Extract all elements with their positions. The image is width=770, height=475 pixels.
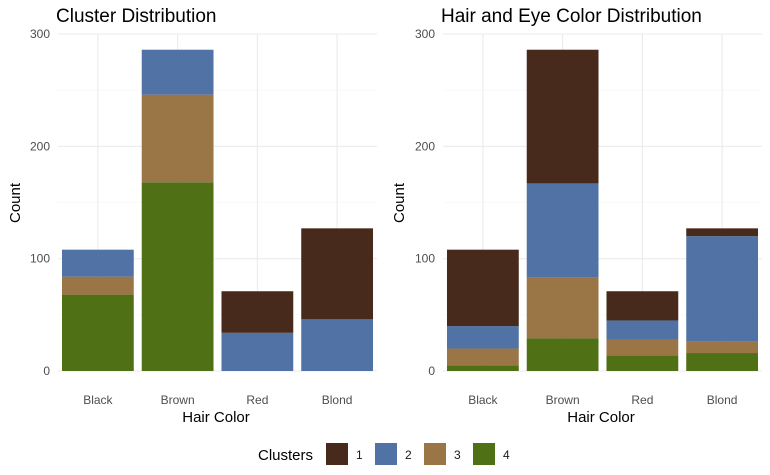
- y-tick-label: 200: [415, 139, 435, 153]
- bar-segment-cluster-2: [301, 319, 374, 371]
- y-tick-label: 0: [43, 364, 50, 378]
- x-axis-label: Hair Color: [567, 409, 635, 426]
- bar-segment-cluster-2: [61, 249, 134, 277]
- bar-segment-cluster-1: [221, 291, 294, 333]
- x-tick-label: Black: [83, 393, 113, 407]
- cluster-distribution-panel: Cluster Distribution Count Hair Color 0 1…: [7, 6, 377, 426]
- y-tick-label: 100: [415, 252, 435, 266]
- legend-title: Clusters: [258, 447, 313, 464]
- legend-swatch: [424, 443, 446, 465]
- y-tick-label: 300: [415, 27, 435, 41]
- bar-segment-cluster-4: [686, 353, 759, 371]
- bar-segment-cluster-2: [141, 49, 214, 95]
- legend: Clusters 1 2 3 4: [258, 443, 510, 465]
- x-tick-label: Red: [631, 393, 653, 407]
- y-tick-label: 100: [30, 252, 50, 266]
- legend-swatch: [473, 443, 495, 465]
- x-tick-label: Blond: [322, 393, 353, 407]
- y-axis: 0 100 200 300: [415, 27, 435, 378]
- legend-label: 4: [503, 448, 510, 462]
- bar-segment-cluster-3: [606, 339, 679, 356]
- bar-segment-cluster-2: [686, 236, 759, 342]
- bar-segment-cluster-1: [446, 249, 519, 327]
- x-axis-label: Hair Color: [182, 409, 250, 426]
- x-axis: Black Brown Red Blond: [83, 393, 352, 407]
- bar-segment-cluster-3: [61, 276, 134, 295]
- bar-segment-cluster-2: [446, 326, 519, 349]
- bar-segment-cluster-1: [301, 228, 374, 320]
- x-tick-label: Blond: [707, 393, 738, 407]
- x-tick-label: Brown: [161, 393, 195, 407]
- x-tick-label: Brown: [546, 393, 580, 407]
- bar-segment-cluster-1: [606, 291, 679, 321]
- bar-segment-cluster-2: [526, 183, 599, 278]
- bar-segment-cluster-1: [686, 228, 759, 237]
- bar-segment-cluster-4: [446, 365, 519, 371]
- y-tick-label: 0: [428, 364, 435, 378]
- chart-title: Hair and Eye Color Distribution: [441, 6, 702, 27]
- y-axis: 0 100 200 300: [30, 27, 50, 378]
- bar-group: [61, 49, 374, 371]
- hair-eye-distribution-panel: Hair and Eye Color Distribution Count Ha…: [391, 6, 762, 426]
- x-tick-label: Black: [468, 393, 498, 407]
- legend-label: 1: [356, 448, 363, 462]
- bar-segment-cluster-2: [221, 332, 294, 371]
- bar-segment-cluster-3: [141, 94, 214, 183]
- legend-label: 2: [405, 448, 412, 462]
- chart-title: Cluster Distribution: [56, 6, 217, 27]
- y-tick-label: 300: [30, 27, 50, 41]
- bar-segment-cluster-3: [446, 348, 519, 366]
- x-axis: Black Brown Red Blond: [468, 393, 737, 407]
- y-tick-label: 200: [30, 139, 50, 153]
- bar-segment-cluster-1: [526, 49, 599, 184]
- bar-group: [446, 49, 759, 371]
- bar-segment-cluster-4: [61, 294, 134, 371]
- y-axis-label: Count: [391, 182, 408, 223]
- bar-segment-cluster-3: [526, 277, 599, 339]
- bar-segment-cluster-3: [686, 341, 759, 354]
- bar-segment-cluster-4: [606, 355, 679, 371]
- bar-segment-cluster-4: [526, 338, 599, 371]
- bar-segment-cluster-2: [606, 320, 679, 340]
- legend-swatch: [326, 443, 348, 465]
- y-axis-label: Count: [7, 182, 24, 223]
- legend-swatch: [375, 443, 397, 465]
- x-tick-label: Red: [246, 393, 268, 407]
- legend-items: 1 2 3 4: [326, 443, 510, 465]
- bar-segment-cluster-4: [141, 182, 214, 371]
- legend-label: 3: [454, 448, 461, 462]
